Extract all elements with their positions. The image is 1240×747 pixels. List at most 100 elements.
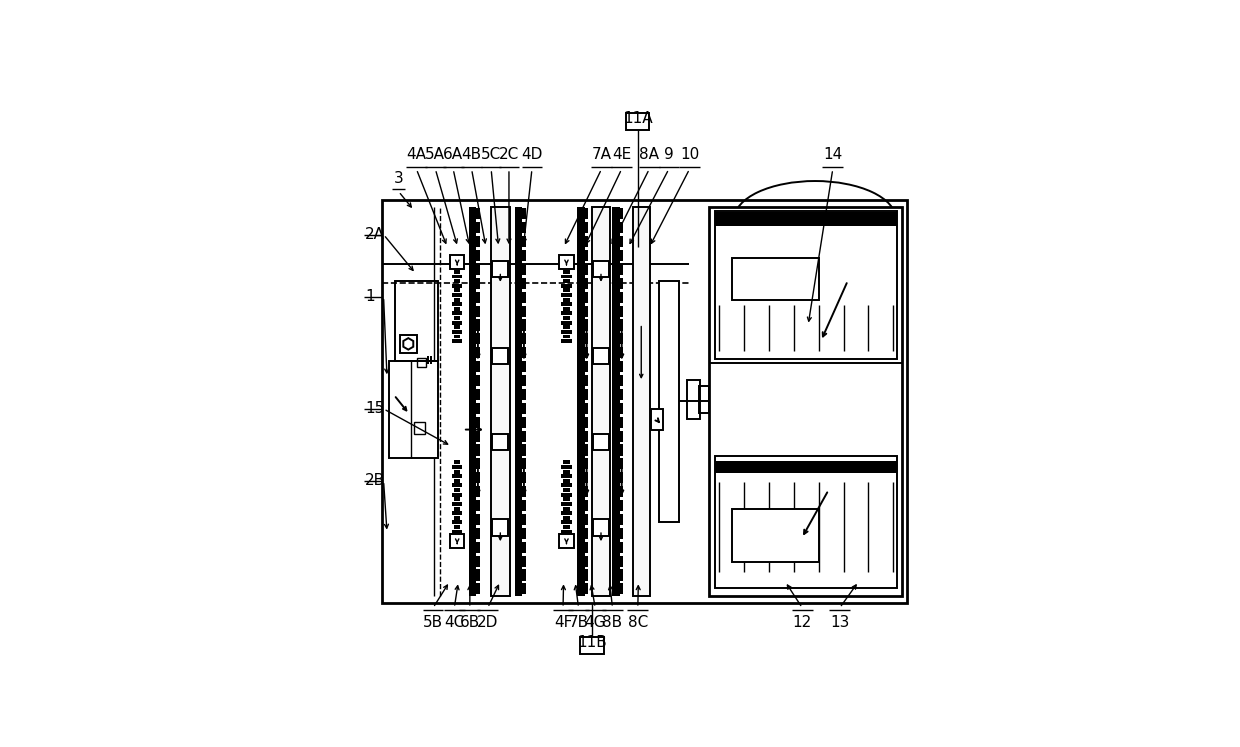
Bar xyxy=(522,459,526,469)
Bar xyxy=(476,264,480,275)
Bar xyxy=(585,208,588,220)
Text: 8A: 8A xyxy=(640,146,660,161)
Bar xyxy=(585,583,588,595)
Bar xyxy=(620,500,624,511)
Text: 2C: 2C xyxy=(498,146,520,161)
Bar xyxy=(522,472,526,483)
Bar xyxy=(454,307,460,311)
Bar xyxy=(715,461,898,473)
Bar xyxy=(454,525,460,529)
Bar xyxy=(492,519,508,536)
Bar xyxy=(454,335,460,338)
Bar xyxy=(559,533,574,548)
Bar xyxy=(453,320,463,325)
Bar xyxy=(453,274,463,279)
Bar xyxy=(454,297,460,302)
Bar xyxy=(620,389,624,400)
Bar xyxy=(562,293,572,297)
Bar xyxy=(620,291,624,303)
Bar xyxy=(522,542,526,553)
Bar xyxy=(454,288,460,292)
Bar xyxy=(620,333,624,344)
Text: 4D: 4D xyxy=(521,146,543,161)
Bar xyxy=(563,288,569,292)
Bar xyxy=(563,307,569,311)
Bar xyxy=(578,207,585,596)
Bar xyxy=(454,460,460,465)
Text: 9: 9 xyxy=(663,146,673,161)
Bar xyxy=(585,375,588,386)
Bar xyxy=(453,465,463,469)
Text: 6A: 6A xyxy=(443,146,464,161)
Text: 6B: 6B xyxy=(460,616,480,630)
Bar xyxy=(522,361,526,372)
Bar xyxy=(699,386,709,414)
Bar xyxy=(563,525,569,529)
Text: 5A: 5A xyxy=(425,146,445,161)
Bar xyxy=(562,274,572,279)
Bar xyxy=(591,207,610,596)
Bar xyxy=(453,474,463,478)
Bar xyxy=(620,430,624,441)
Bar xyxy=(476,291,480,303)
Bar xyxy=(522,556,526,567)
Bar xyxy=(585,347,588,359)
Bar xyxy=(476,208,480,220)
Bar xyxy=(522,417,526,428)
Bar xyxy=(476,430,480,441)
Bar xyxy=(651,409,662,430)
Bar xyxy=(476,569,480,580)
Bar xyxy=(522,583,526,595)
Bar xyxy=(453,284,463,288)
Bar xyxy=(522,223,526,233)
Bar xyxy=(476,278,480,289)
Bar xyxy=(563,488,569,492)
Bar xyxy=(585,223,588,233)
Bar xyxy=(620,361,624,372)
Text: 15: 15 xyxy=(365,401,384,416)
Bar xyxy=(396,281,438,361)
Bar xyxy=(563,270,569,274)
Bar xyxy=(563,498,569,501)
Bar xyxy=(562,530,572,533)
Bar xyxy=(620,486,624,498)
Bar xyxy=(522,306,526,317)
Bar xyxy=(620,417,624,428)
Text: 4A: 4A xyxy=(407,146,427,161)
Bar xyxy=(563,516,569,520)
Bar xyxy=(620,236,624,247)
Bar xyxy=(476,333,480,344)
Bar xyxy=(620,264,624,275)
Bar xyxy=(687,380,699,419)
Text: 7A: 7A xyxy=(591,146,611,161)
Bar xyxy=(453,330,463,334)
Bar xyxy=(476,223,480,233)
Bar xyxy=(593,348,609,365)
Bar xyxy=(492,348,508,365)
Bar xyxy=(658,281,678,522)
Bar xyxy=(593,261,609,277)
Bar xyxy=(453,502,463,506)
Bar xyxy=(620,208,624,220)
Bar xyxy=(492,261,508,277)
Bar xyxy=(476,444,480,456)
Text: 4C: 4C xyxy=(444,616,465,630)
Bar xyxy=(522,486,526,498)
Bar xyxy=(453,293,463,297)
Bar xyxy=(454,506,460,510)
Bar xyxy=(389,361,438,458)
Bar xyxy=(620,528,624,539)
Text: 4G: 4G xyxy=(584,616,606,630)
Bar xyxy=(585,250,588,261)
Bar xyxy=(585,472,588,483)
Bar xyxy=(476,306,480,317)
Bar xyxy=(476,556,480,567)
Bar xyxy=(620,583,624,595)
Bar xyxy=(476,486,480,498)
Text: 10: 10 xyxy=(680,146,699,161)
Bar xyxy=(626,113,650,130)
Bar xyxy=(562,483,572,488)
Text: 8B: 8B xyxy=(603,616,622,630)
Bar xyxy=(476,514,480,525)
Bar xyxy=(522,208,526,220)
